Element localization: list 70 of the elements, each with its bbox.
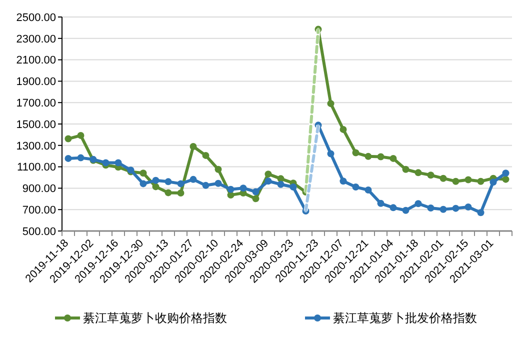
point bbox=[164, 178, 172, 186]
point bbox=[352, 184, 360, 191]
y-tick-label: 1500.00 bbox=[16, 118, 56, 131]
point bbox=[190, 176, 197, 183]
point bbox=[252, 195, 260, 202]
point bbox=[502, 170, 510, 177]
point bbox=[190, 142, 197, 150]
point bbox=[327, 150, 334, 158]
point bbox=[202, 182, 210, 189]
point bbox=[364, 152, 372, 160]
point bbox=[502, 176, 510, 183]
point bbox=[77, 132, 84, 139]
point bbox=[227, 186, 234, 193]
point bbox=[414, 200, 422, 208]
y-tick-label: 2500.00 bbox=[16, 12, 56, 24]
point bbox=[440, 174, 447, 182]
point bbox=[290, 184, 297, 191]
point bbox=[164, 189, 172, 196]
y-tick-label: 700.00 bbox=[22, 204, 56, 216]
legend-label: 綦江草蒐萝卜批发价格指数 bbox=[333, 311, 477, 326]
point bbox=[377, 200, 384, 207]
point bbox=[277, 180, 284, 188]
point bbox=[402, 166, 410, 173]
y-tick-label: 1300.00 bbox=[16, 140, 56, 152]
point bbox=[252, 188, 260, 196]
point bbox=[340, 178, 347, 185]
point bbox=[377, 153, 384, 160]
point bbox=[440, 206, 447, 213]
point bbox=[364, 186, 372, 194]
point bbox=[427, 172, 434, 179]
point bbox=[140, 180, 147, 188]
point bbox=[327, 100, 334, 108]
y-tick-label: 1100.00 bbox=[17, 162, 56, 174]
point bbox=[264, 178, 272, 185]
y-tick-label: 500.00 bbox=[22, 226, 56, 238]
point bbox=[177, 180, 184, 188]
point bbox=[452, 204, 460, 212]
point bbox=[152, 176, 160, 184]
point bbox=[114, 159, 122, 166]
point bbox=[390, 204, 397, 212]
point bbox=[402, 206, 410, 214]
point bbox=[390, 154, 397, 162]
point bbox=[140, 170, 147, 177]
point bbox=[352, 149, 360, 156]
y-tick-label: 1700.00 bbox=[16, 97, 56, 110]
point bbox=[240, 184, 247, 192]
point bbox=[202, 152, 210, 159]
legend-label: 綦江草蒐萝卜收购价格指数 bbox=[83, 311, 227, 326]
point bbox=[64, 135, 72, 142]
point bbox=[490, 178, 497, 186]
y-tick-label: 900.00 bbox=[22, 183, 56, 196]
y-tick-label: 2300.00 bbox=[16, 33, 56, 46]
point bbox=[152, 183, 160, 190]
point bbox=[414, 169, 422, 176]
point bbox=[214, 180, 222, 187]
y-tick-label: 1900.00 bbox=[16, 76, 56, 88]
point bbox=[77, 154, 84, 162]
point bbox=[427, 204, 434, 212]
point bbox=[452, 178, 460, 185]
point bbox=[214, 166, 222, 173]
point bbox=[464, 176, 472, 184]
point bbox=[464, 204, 472, 211]
point bbox=[264, 170, 272, 178]
point bbox=[340, 126, 347, 133]
point bbox=[477, 178, 484, 185]
y-tick-label: 2100.00 bbox=[16, 54, 56, 67]
point bbox=[177, 190, 184, 197]
point bbox=[477, 209, 484, 216]
point bbox=[102, 159, 110, 166]
point bbox=[64, 154, 72, 162]
